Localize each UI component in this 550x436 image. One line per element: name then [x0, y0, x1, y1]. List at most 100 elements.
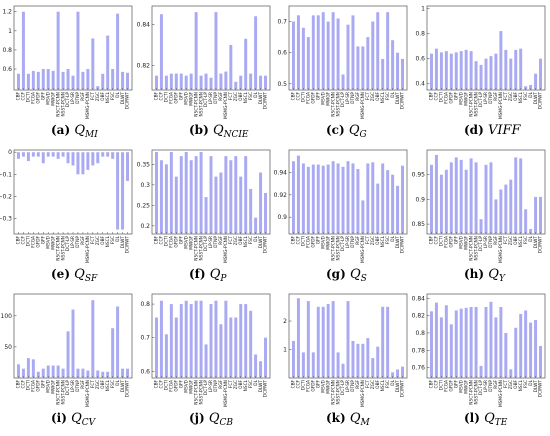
bar-LP-SR — [484, 58, 488, 90]
x-tick-label: FSC — [110, 92, 116, 100]
y-tick-label: −0.2 — [0, 193, 12, 200]
bar-RGF — [81, 71, 85, 90]
bar-LP-SR — [71, 152, 75, 166]
y-tick-label: 0.7 — [140, 335, 150, 342]
x-tick-label: NSST-PCNN — [60, 236, 66, 260]
x-tick-label: NSCL — [518, 379, 524, 391]
bar-DCT-LP — [66, 69, 70, 90]
x-tick-label: GFDF — [311, 235, 317, 247]
bar-NSST-PCNN — [474, 306, 478, 378]
bar-CBF — [291, 161, 295, 234]
x-tick-label: FCGA — [306, 380, 312, 392]
x-tick-label: CCF — [21, 379, 27, 388]
bar-GFDF — [449, 162, 453, 234]
x-tick-label: FCT — [365, 380, 371, 388]
bar-OBF — [101, 371, 105, 378]
bar-FCT — [366, 338, 370, 378]
y-tick-label: 0.78 — [412, 347, 426, 354]
bar-FCGA — [169, 304, 173, 378]
bar-NSCL — [381, 163, 385, 234]
x-tick-label: GFF — [178, 91, 184, 100]
x-tick-label: RGF — [355, 235, 361, 244]
y-tick-label: 0.3 — [140, 182, 150, 189]
y-tick-label: 0.9 — [415, 196, 425, 203]
x-tick-label: GFDF — [311, 91, 317, 103]
x-tick-label: DTNP — [488, 92, 494, 104]
bar-ZGC — [371, 358, 375, 378]
x-tick-label: GFF — [315, 379, 321, 388]
bar-FSC — [524, 310, 528, 378]
panel-caption: (e) QSF — [51, 267, 98, 284]
bar-DL — [391, 174, 395, 234]
bar-DCTI — [301, 163, 305, 234]
caption-subscript: NCIE — [223, 130, 249, 140]
bar-DLWT — [121, 368, 125, 378]
bar-FSC — [386, 170, 390, 234]
bar-DCTI — [439, 52, 443, 90]
bar-RGF — [219, 324, 223, 378]
x-tick-label: MWGF — [50, 91, 56, 105]
x-tick-label: OBF — [375, 379, 381, 388]
bar-LP-SR — [346, 24, 350, 91]
caption-letter: (h) — [464, 267, 488, 281]
bar-DCIRWT — [539, 345, 543, 378]
bar-NSST-PCNN — [474, 162, 478, 234]
x-tick-label: MWGF — [188, 235, 194, 249]
bar-CCF — [296, 298, 300, 378]
bar-FCT — [229, 44, 233, 90]
x-tick-label: CCF — [296, 91, 302, 100]
x-tick-label: DCTI — [301, 236, 307, 246]
y-tick-label: 0.6 — [277, 50, 287, 57]
bar-RGF — [494, 53, 498, 90]
x-tick-label: NSCT-PCNN — [468, 236, 474, 261]
x-tick-label: GFF — [453, 235, 459, 244]
bar-FCT — [229, 317, 233, 378]
bar-ZGC — [96, 370, 100, 378]
x-tick-label: ZGC — [233, 92, 239, 101]
x-tick-label: FCGA — [444, 380, 450, 392]
bar-NSCL — [519, 48, 523, 90]
caption-subscript: CB — [220, 418, 234, 428]
bar-LP-SR — [346, 161, 350, 234]
bar-FCGA — [306, 37, 310, 90]
x-tick-label: RGF — [218, 379, 224, 388]
x-tick-label: CCF — [21, 91, 27, 100]
bar-DCIRWT — [401, 165, 405, 234]
bar-DTNP — [76, 368, 80, 378]
x-tick-label: DLWT — [120, 92, 126, 105]
x-tick-label: GFF — [315, 91, 321, 100]
x-tick-label: MSMG-PCNN — [85, 380, 91, 407]
y-tick-label: 0.6 — [2, 66, 12, 73]
x-tick-label: CBF — [291, 379, 297, 388]
bar-NSCL — [519, 158, 523, 234]
bar-NSCT-PCNN — [194, 156, 198, 234]
x-tick-label: DLWT — [258, 236, 264, 249]
x-tick-label: MSVD — [45, 379, 51, 392]
bar-DCTI — [301, 27, 305, 90]
bar-OBF — [514, 327, 518, 378]
x-tick-label: CCF — [434, 379, 440, 388]
x-tick-label: MSMG-PCNN — [360, 92, 366, 119]
bar-MSVD — [46, 365, 50, 378]
bar-DCTI — [164, 334, 168, 378]
bar-FCT — [366, 163, 370, 234]
x-tick-label: DCTI — [301, 92, 307, 102]
panel-caption: (j) QCB — [189, 411, 233, 428]
bar-MSMG-PCNN — [361, 46, 365, 90]
x-tick-label: NSST-PCNN — [198, 380, 204, 404]
x-tick-label: NSST-PCNN — [60, 380, 66, 404]
x-tick-label: NSCL — [243, 91, 249, 103]
bar-MWGF — [464, 169, 468, 234]
bar-OBF — [514, 49, 518, 90]
bar-DCIRWT — [264, 193, 268, 234]
x-tick-label: ZGC — [233, 236, 239, 245]
bar-NSST-PCNN — [61, 152, 65, 157]
bar-MSMG-PCNN — [224, 156, 228, 234]
bar-DCTI — [26, 152, 30, 162]
x-tick-label: GFF — [453, 91, 459, 100]
x-tick-label: LP-SR — [208, 380, 214, 392]
x-tick-label: FCT — [228, 92, 234, 100]
